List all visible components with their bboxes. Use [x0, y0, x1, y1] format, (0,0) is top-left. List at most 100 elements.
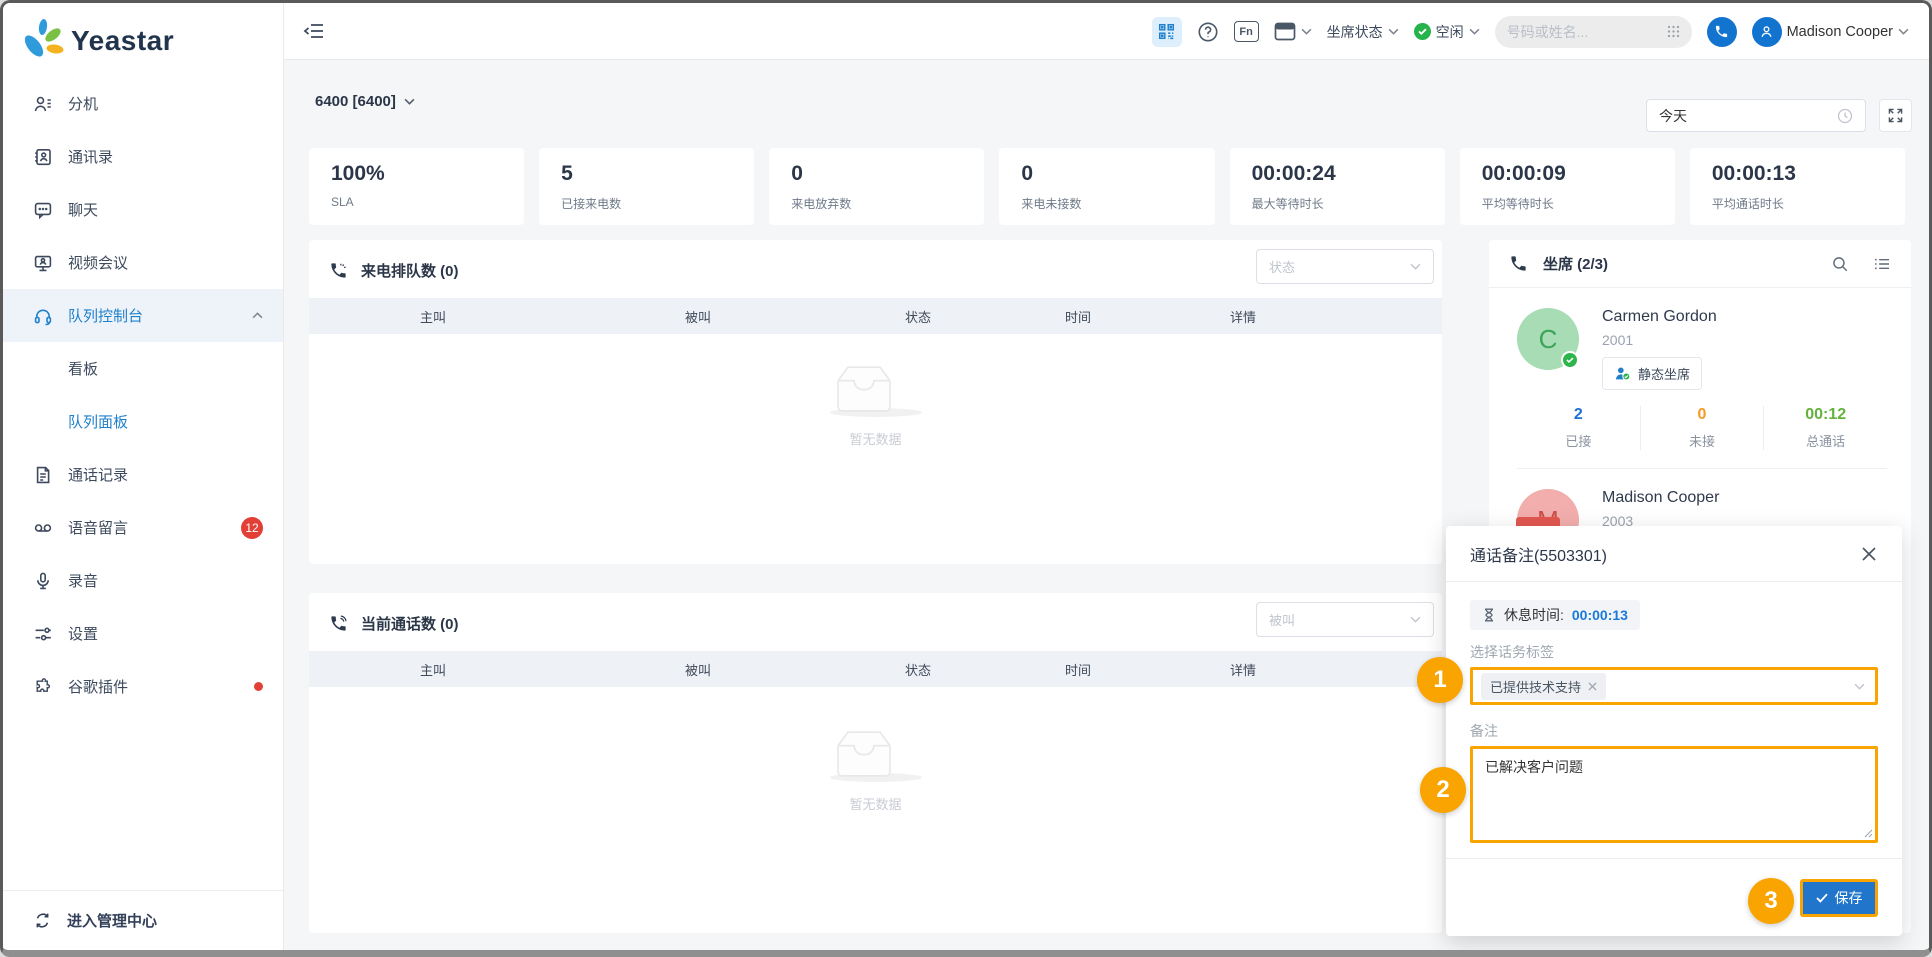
sidebar-item-queue-panel[interactable]: 队列面板 — [3, 395, 283, 448]
sidebar-item-extensions[interactable]: 分机 — [3, 77, 283, 130]
agents-icon — [1509, 254, 1528, 273]
sidebar-item-call-log[interactable]: 通话记录 — [3, 448, 283, 501]
note-field-wrap: 已解决客户问题 — [1470, 746, 1878, 843]
sidebar-item-queue-console[interactable]: 队列控制台 — [3, 289, 283, 342]
stat-value: 0 — [1697, 406, 1707, 423]
tag-select-label: 选择话务标签 — [1470, 644, 1554, 660]
sidebar-item-contacts[interactable]: 通讯录 — [3, 130, 283, 183]
date-filter[interactable]: 今天 — [1646, 99, 1866, 132]
queue-selector-label: 6400 [6400] — [315, 93, 396, 110]
dialog-header: 通话备注(5503301) — [1446, 526, 1902, 582]
waiting-empty-state: 暂无数据 — [829, 362, 922, 448]
chat-icon — [33, 200, 53, 220]
stat-value: 00:00:24 — [1251, 162, 1336, 185]
stat-card-sla: 100% SLA — [309, 148, 525, 225]
sidebar-item-label: 聊天 — [68, 202, 99, 219]
save-button[interactable]: 保存 — [1800, 878, 1878, 917]
view-list-icon[interactable] — [1873, 255, 1891, 273]
layout-menu[interactable] — [1274, 22, 1312, 41]
sidebar-item-video-conference[interactable]: 视频会议 — [3, 236, 283, 289]
recording-icon — [33, 571, 53, 591]
agent-stat-missed: 0 未接 — [1639, 406, 1764, 450]
column-header: 状态 — [904, 662, 931, 678]
dialog-title: 通话备注(5503301) — [1470, 547, 1607, 565]
sidebar-item-kanban[interactable]: 看板 — [3, 342, 283, 395]
stat-card-answered: 5 已接来电数 — [539, 148, 755, 225]
waiting-filter-placeholder: 状态 — [1269, 260, 1296, 275]
queue-selector[interactable]: 6400 [6400] — [315, 93, 415, 110]
call-button[interactable] — [1706, 16, 1737, 47]
static-agent-icon — [1615, 367, 1631, 381]
stat-card-missed: 0 来电未接数 — [999, 148, 1215, 225]
stat-card-avg-wait: 00:00:09 平均等待时长 — [1459, 148, 1675, 225]
google-plugin-icon — [33, 677, 53, 697]
topbar-actions: Fn 坐席状态 空闲 — [1151, 3, 1909, 60]
call-tag-select[interactable]: 已提供技术支持 — [1470, 667, 1878, 705]
agent-list-item[interactable]: C Carmen Gordon 2001 静态坐席 — [1489, 288, 1911, 469]
sidebar-item-label: 队列面板 — [68, 414, 129, 431]
agent-status-label: 坐席状态 — [1326, 23, 1383, 40]
note-textarea[interactable]: 已解决客户问题 — [1470, 746, 1878, 843]
fullscreen-button[interactable] — [1879, 99, 1912, 132]
main-content: 6400 [6400] 今天 100% SLA 5 已接来电数 0 来电放弃数 — [284, 60, 1929, 950]
chevron-down-icon — [1854, 683, 1865, 690]
logo-wordmark: Yeastar — [71, 25, 175, 56]
column-header: 主叫 — [419, 309, 446, 325]
stat-label: 来电放弃数 — [791, 197, 852, 211]
break-time-chip: 休息时间: 00:00:13 — [1470, 600, 1640, 630]
presence-icon — [1413, 23, 1431, 40]
avatar: C — [1517, 308, 1579, 370]
date-icon — [1837, 108, 1853, 124]
contacts-icon — [33, 147, 53, 167]
stat-label: 已接来电数 — [561, 197, 622, 211]
stat-card-avg-talk: 00:00:13 平均通话时长 — [1689, 148, 1905, 225]
dialpad-icon[interactable] — [1667, 25, 1680, 38]
current-calls-title: 当前通话数 (0) — [329, 613, 459, 634]
video-conference-icon — [33, 253, 53, 273]
agent-stat-total-talk: 00:12 总通话 — [1763, 406, 1887, 450]
sidebar-item-voicemail[interactable]: 语音留言 12 — [3, 501, 283, 554]
sidebar-item-google-plugin[interactable]: 谷歌插件 — [3, 660, 283, 713]
stat-value: 0 — [791, 162, 803, 185]
sidebar-item-settings[interactable]: 设置 — [3, 607, 283, 660]
empty-icon — [836, 731, 891, 777]
waiting-filter-select[interactable]: 状态 — [1256, 249, 1434, 284]
agent-status-menu[interactable]: 坐席状态 — [1327, 22, 1399, 42]
stat-value: 00:00:13 — [1711, 162, 1796, 185]
stat-label: 来电未接数 — [1021, 197, 1082, 211]
admin-center-icon — [33, 911, 52, 930]
fn-label: Fn — [1239, 25, 1253, 38]
resize-handle[interactable] — [1864, 829, 1873, 838]
stat-value: 100% — [331, 162, 385, 185]
empty-shadow — [829, 408, 922, 417]
sidebar: Yeastar 分机 通讯录 聊天 — [3, 3, 284, 950]
stat-label: SLA — [331, 195, 354, 209]
column-header: 时间 — [1064, 309, 1091, 325]
selected-tag-label: 已提供技术支持 — [1490, 679, 1582, 695]
presence-menu[interactable]: 空闲 — [1413, 22, 1480, 42]
break-time-label: 休息时间: — [1504, 607, 1564, 623]
collapse-sidebar-icon[interactable] — [303, 21, 325, 41]
sidebar-item-recording[interactable]: 录音 — [3, 554, 283, 607]
empty-text: 暂无数据 — [849, 432, 902, 447]
remove-tag-icon[interactable] — [1588, 681, 1597, 691]
qr-code-icon[interactable] — [1151, 16, 1182, 47]
search-icon[interactable] — [1831, 255, 1849, 273]
column-header: 被叫 — [684, 309, 711, 325]
current-filter-select[interactable]: 被叫 — [1256, 602, 1434, 637]
empty-text: 暂无数据 — [849, 797, 902, 812]
sidebar-item-label: 设置 — [68, 626, 99, 643]
sidebar-item-chat[interactable]: 聊天 — [3, 183, 283, 236]
admin-center-button[interactable]: 进入管理中心 — [3, 890, 283, 950]
fn-icon[interactable]: Fn — [1233, 21, 1259, 42]
dial-search-input[interactable] — [1506, 23, 1661, 40]
sidebar-item-label: 队列控制台 — [68, 308, 144, 325]
break-time-value: 00:00:13 — [1571, 607, 1628, 623]
annotation-step-2: 2 — [1420, 767, 1466, 813]
help-icon[interactable] — [1197, 21, 1219, 43]
sidebar-item-label: 语音留言 — [68, 520, 129, 537]
user-menu[interactable]: Madison Cooper — [1751, 16, 1909, 47]
close-icon[interactable] — [1860, 545, 1878, 563]
topbar: Fn 坐席状态 空闲 — [284, 3, 1929, 60]
stat-label: 平均通话时长 — [1711, 197, 1784, 211]
